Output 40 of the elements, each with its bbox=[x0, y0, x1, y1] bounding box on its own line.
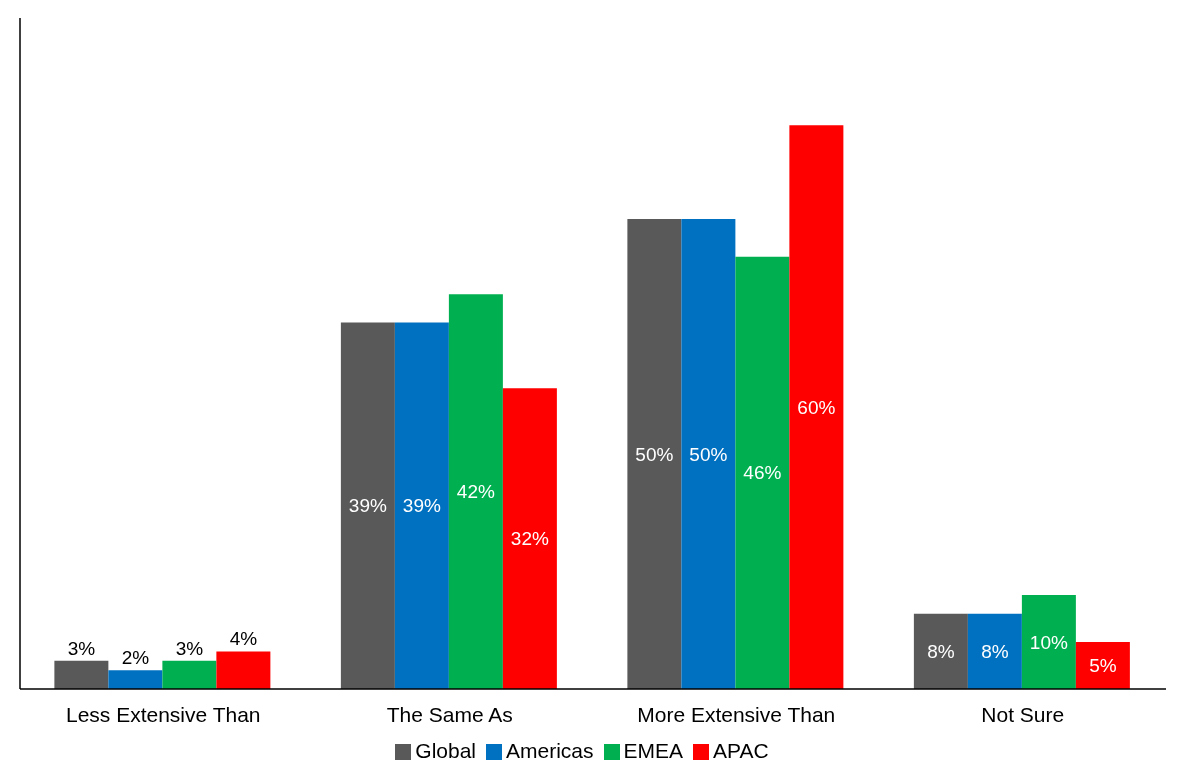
legend-label: EMEA bbox=[623, 739, 684, 762]
bar bbox=[681, 219, 736, 689]
x-tick-label: The Same As bbox=[386, 702, 513, 726]
data-label: 50% bbox=[635, 443, 674, 465]
data-label: 4% bbox=[229, 628, 258, 650]
x-tick-label: More Extensive Than bbox=[637, 702, 836, 726]
bar bbox=[1021, 595, 1076, 689]
legend-label: APAC bbox=[713, 739, 769, 762]
bar bbox=[502, 388, 557, 689]
bar bbox=[216, 651, 271, 689]
data-label: 2% bbox=[121, 647, 150, 669]
data-label: 8% bbox=[927, 640, 955, 662]
bar bbox=[340, 322, 395, 689]
bar bbox=[394, 322, 449, 689]
data-label: 32% bbox=[510, 528, 549, 550]
bar bbox=[967, 613, 1022, 689]
data-label: 50% bbox=[689, 443, 728, 465]
data-label: 39% bbox=[402, 495, 441, 517]
bar bbox=[913, 613, 968, 689]
bar bbox=[789, 125, 844, 689]
data-label: 39% bbox=[348, 495, 387, 517]
bar bbox=[627, 219, 682, 689]
data-label: 60% bbox=[797, 396, 836, 418]
data-label: 5% bbox=[1089, 655, 1117, 677]
bar bbox=[448, 294, 503, 689]
data-label: 42% bbox=[456, 481, 495, 503]
legend-label: Americas bbox=[506, 739, 594, 762]
data-label: 46% bbox=[743, 462, 782, 484]
bar bbox=[162, 660, 217, 689]
bar bbox=[108, 670, 163, 689]
data-label: 8% bbox=[981, 640, 1009, 662]
bar bbox=[54, 660, 109, 689]
data-label: 3% bbox=[67, 637, 96, 659]
legend-label: Global bbox=[415, 739, 476, 762]
data-label: 10% bbox=[1029, 631, 1068, 653]
x-tick-label: Not Sure bbox=[981, 702, 1065, 726]
x-tick-label: Less Extensive Than bbox=[65, 702, 261, 726]
bar bbox=[735, 256, 790, 689]
data-label: 3% bbox=[175, 637, 204, 659]
bar bbox=[1075, 642, 1130, 689]
